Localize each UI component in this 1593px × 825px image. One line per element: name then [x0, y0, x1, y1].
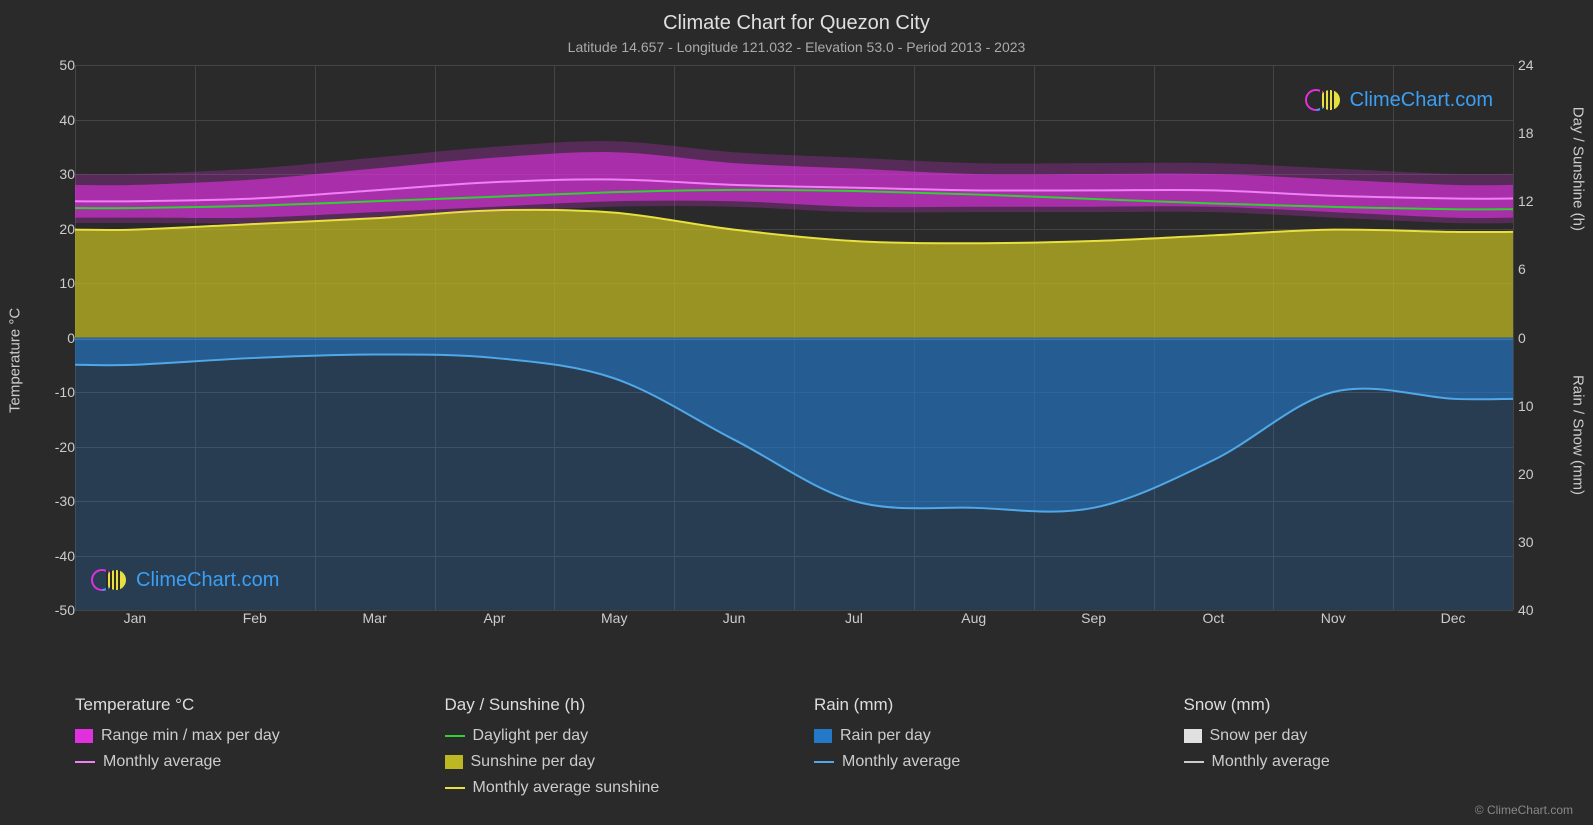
- y-tick-left: 10: [59, 275, 75, 291]
- chart-subtitle: Latitude 14.657 - Longitude 121.032 - El…: [0, 35, 1593, 55]
- y-axis-left: -50-40-30-20-1001020304050: [45, 65, 75, 610]
- legend-swatch: [445, 787, 465, 789]
- legend-item: Sunshine per day: [445, 753, 775, 771]
- y-tick-right: 6: [1518, 261, 1526, 277]
- x-tick-month: Jul: [845, 610, 863, 626]
- legend-swatch: [445, 755, 463, 769]
- legend-label: Monthly average: [1212, 753, 1330, 771]
- y-tick-right: 12: [1518, 193, 1534, 209]
- legend-label: Monthly average: [842, 753, 960, 771]
- x-tick-month: Feb: [243, 610, 267, 626]
- logo-icon: [1304, 85, 1344, 115]
- legend-swatch: [75, 761, 95, 763]
- legend-col-rain: Rain (mm) Rain per day Monthly average: [814, 695, 1144, 805]
- climate-chart: Climate Chart for Quezon City Latitude 1…: [0, 0, 1593, 825]
- chart-lines: [75, 65, 1513, 610]
- y-tick-left: -50: [55, 602, 75, 618]
- y-tick-left: -40: [55, 548, 75, 564]
- legend-swatch: [445, 735, 465, 737]
- y-tick-left: 20: [59, 221, 75, 237]
- x-tick-month: Dec: [1441, 610, 1466, 626]
- x-tick-month: Oct: [1203, 610, 1225, 626]
- y-tick-right: 18: [1518, 125, 1534, 141]
- legend: Temperature °C Range min / max per day Mo…: [75, 695, 1513, 805]
- watermark-bottom: ClimeChart.com: [90, 565, 279, 595]
- y-tick-left: 50: [59, 57, 75, 73]
- x-tick-month: Mar: [363, 610, 387, 626]
- legend-col-temperature: Temperature °C Range min / max per day Mo…: [75, 695, 405, 805]
- legend-label: Rain per day: [840, 727, 931, 745]
- y-tick-right: 30: [1518, 534, 1534, 550]
- x-tick-month: Sep: [1081, 610, 1106, 626]
- legend-swatch: [75, 729, 93, 743]
- y-tick-left: -20: [55, 439, 75, 455]
- legend-item: Monthly average: [814, 753, 1144, 771]
- y-tick-left: 40: [59, 112, 75, 128]
- y-axis-left-label: Temperature °C: [7, 307, 24, 412]
- y-axis-right-bottom-label: Rain / Snow (mm): [1570, 375, 1587, 495]
- legend-col-sunshine: Day / Sunshine (h) Daylight per day Sunsh…: [445, 695, 775, 805]
- y-tick-left: -10: [55, 384, 75, 400]
- legend-label: Monthly average sunshine: [473, 779, 660, 797]
- legend-label: Snow per day: [1210, 727, 1308, 745]
- x-tick-month: May: [601, 610, 627, 626]
- y-tick-right: 24: [1518, 57, 1534, 73]
- copyright: © ClimeChart.com: [1475, 803, 1573, 817]
- y-axis-right-top-label: Day / Sunshine (h): [1570, 107, 1587, 231]
- y-tick-right: 40: [1518, 602, 1534, 618]
- legend-label: Daylight per day: [473, 727, 589, 745]
- legend-swatch: [1184, 729, 1202, 743]
- legend-item: Monthly average: [75, 753, 405, 771]
- logo-icon: [90, 565, 130, 595]
- y-tick-left: 0: [67, 330, 75, 346]
- legend-swatch: [1184, 761, 1204, 763]
- legend-item: Rain per day: [814, 727, 1144, 745]
- legend-item: Range min / max per day: [75, 727, 405, 745]
- legend-label: Range min / max per day: [101, 727, 280, 745]
- legend-col-snow: Snow (mm) Snow per day Monthly average: [1184, 695, 1514, 805]
- x-tick-month: Aug: [961, 610, 986, 626]
- x-tick-month: Apr: [484, 610, 506, 626]
- y-tick-right: 10: [1518, 398, 1534, 414]
- legend-label: Monthly average: [103, 753, 221, 771]
- y-tick-right: 0: [1518, 330, 1526, 346]
- x-tick-month: Jan: [124, 610, 147, 626]
- chart-title: Climate Chart for Quezon City: [0, 0, 1593, 35]
- x-tick-month: Jun: [723, 610, 746, 626]
- sunshine-fill: [75, 210, 1513, 338]
- y-tick-right: 20: [1518, 466, 1534, 482]
- legend-item: Monthly average sunshine: [445, 779, 775, 797]
- watermark-text: ClimeChart.com: [1350, 89, 1493, 112]
- legend-item: Monthly average: [1184, 753, 1514, 771]
- plot-area: ClimeChart.com ClimeChart.com: [75, 65, 1513, 610]
- y-axis-right: 0612182410203040: [1518, 65, 1548, 610]
- legend-label: Sunshine per day: [471, 753, 596, 771]
- legend-item: Daylight per day: [445, 727, 775, 745]
- x-axis: Jan Feb Mar Apr May Jun Jul Aug Sep Oct Nov Dec: [75, 610, 1513, 630]
- x-tick-month: Nov: [1321, 610, 1346, 626]
- y-tick-left: 30: [59, 166, 75, 182]
- legend-header: Rain (mm): [814, 695, 1144, 715]
- legend-swatch: [814, 761, 834, 763]
- legend-item: Snow per day: [1184, 727, 1514, 745]
- legend-swatch: [814, 729, 832, 743]
- y-tick-left: -30: [55, 493, 75, 509]
- legend-header: Day / Sunshine (h): [445, 695, 775, 715]
- watermark-text: ClimeChart.com: [136, 569, 279, 592]
- watermark-top: ClimeChart.com: [1304, 85, 1493, 115]
- legend-header: Temperature °C: [75, 695, 405, 715]
- legend-header: Snow (mm): [1184, 695, 1514, 715]
